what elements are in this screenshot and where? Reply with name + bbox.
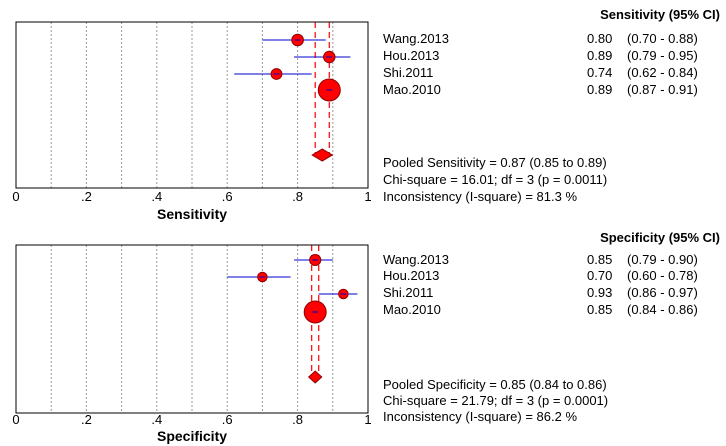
sensitivity-study-value: 0.89 (587, 48, 612, 63)
sensitivity-study-ci: (0.62 - 0.84) (627, 65, 698, 80)
specificity-study-name: Wang.2013 (383, 252, 449, 267)
sensitivity-summary-line: Pooled Sensitivity = 0.87 (0.85 to 0.89) (383, 155, 607, 170)
sensitivity-x-tick-label: .2 (81, 189, 92, 204)
specificity-study-value: 0.85 (587, 302, 612, 317)
sensitivity-study-value: 0.74 (587, 65, 612, 80)
sensitivity-study-value: 0.89 (587, 82, 612, 97)
specificity-column-header: Specificity (95% CI) (600, 230, 720, 245)
specificity-study-name: Hou.2013 (383, 268, 439, 283)
specificity-x-tick-label: .4 (151, 412, 162, 427)
sensitivity-study-name: Shi.2011 (383, 65, 433, 80)
specificity-summary-line: Pooled Specificity = 0.85 (0.84 to 0.86) (383, 377, 607, 392)
sensitivity-summary-line: Chi-square = 16.01; df = 3 (p = 0.0011) (383, 172, 607, 187)
sensitivity-study-name: Wang.2013 (383, 31, 449, 46)
specificity-study-ci: (0.79 - 0.90) (627, 252, 698, 267)
specificity-study-value: 0.93 (587, 285, 612, 300)
sensitivity-column-header: Sensitivity (95% CI) (600, 7, 720, 22)
specificity-x-tick-label: .8 (292, 412, 303, 427)
sensitivity-study-ci: (0.79 - 0.95) (627, 48, 698, 63)
specificity-study-name: Shi.2011 (383, 285, 433, 300)
sensitivity-x-axis-label: Sensitivity (157, 206, 227, 222)
sensitivity-pooled-diamond (311, 148, 334, 162)
specificity-x-tick-label: 1 (364, 412, 371, 427)
specificity-study-value: 0.85 (587, 252, 612, 267)
specificity-pooled-diamond (307, 370, 323, 384)
specificity-study-name: Mao.2010 (383, 302, 441, 317)
sensitivity-study-name: Hou.2013 (383, 48, 439, 63)
specificity-study-ci: (0.60 - 0.78) (627, 268, 698, 283)
specificity-study-ci: (0.86 - 0.97) (627, 285, 698, 300)
sensitivity-summary-line: Inconsistency (I-square) = 81.3 % (383, 189, 577, 204)
sensitivity-x-tick-label: 0 (12, 189, 19, 204)
specificity-x-tick-label: .2 (81, 412, 92, 427)
sensitivity-study-ci: (0.70 - 0.88) (627, 31, 698, 46)
specificity-study-ci: (0.84 - 0.86) (627, 302, 698, 317)
sensitivity-study-name: Mao.2010 (383, 82, 441, 97)
sensitivity-study-value: 0.80 (587, 31, 612, 46)
sensitivity-study-ci: (0.87 - 0.91) (627, 82, 698, 97)
sensitivity-x-tick-label: .6 (222, 189, 233, 204)
specificity-summary-line: Chi-square = 21.79; df = 3 (p = 0.0001) (383, 393, 608, 408)
sensitivity-plot-frame (15, 21, 369, 189)
specificity-x-axis-label: Specificity (157, 428, 227, 444)
specificity-summary-line: Inconsistency (I-square) = 86.2 % (383, 409, 577, 424)
specificity-plot-frame (15, 244, 369, 414)
specificity-panel: Wang.2013 0.85 (0.79 - 0.90) Hou.2013 0.70 (0… (12, 230, 720, 444)
sensitivity-panel: Wang.2013 0.80 (0.70 - 0.88) Hou.2013 0.89 (0… (12, 7, 720, 222)
specificity-x-tick-label: .6 (222, 412, 233, 427)
specificity-x-tick-label: 0 (12, 412, 19, 427)
sensitivity-x-tick-label: .4 (151, 189, 162, 204)
sensitivity-x-tick-label: 1 (364, 189, 371, 204)
specificity-study-value: 0.70 (587, 268, 612, 283)
sensitivity-x-tick-label: .8 (292, 189, 303, 204)
